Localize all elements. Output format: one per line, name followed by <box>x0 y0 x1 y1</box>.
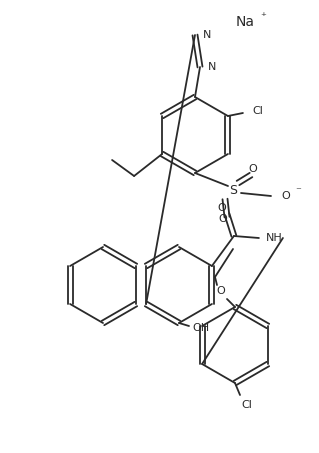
Text: Cl: Cl <box>252 106 263 116</box>
Text: O: O <box>217 286 226 296</box>
Text: N: N <box>203 30 211 40</box>
Text: OH: OH <box>192 323 210 333</box>
Text: ⁻: ⁻ <box>295 186 301 196</box>
Text: O: O <box>218 203 226 213</box>
Text: O: O <box>282 191 290 201</box>
Text: S: S <box>229 184 237 198</box>
Text: O: O <box>219 214 227 224</box>
Text: N: N <box>208 62 216 72</box>
Text: O: O <box>249 164 257 174</box>
Text: ⁺: ⁺ <box>260 12 266 22</box>
Text: Na: Na <box>235 15 255 29</box>
Text: Cl: Cl <box>241 400 252 410</box>
Text: NH: NH <box>265 233 282 243</box>
